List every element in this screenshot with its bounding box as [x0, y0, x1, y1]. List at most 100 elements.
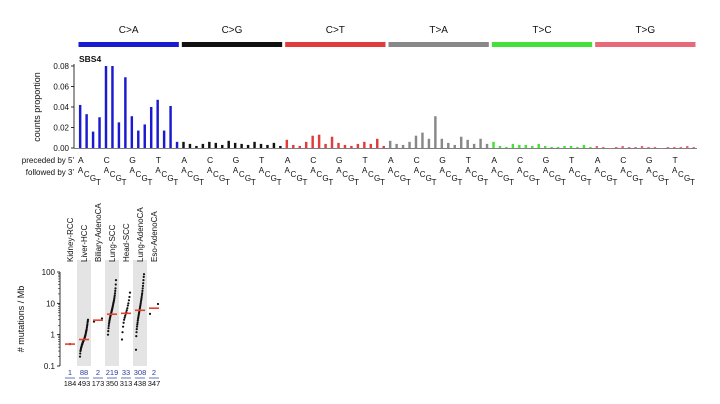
context-3prime-label: C	[239, 170, 245, 179]
sample-point	[113, 294, 116, 297]
context-3prime-label: C	[136, 170, 142, 179]
bar	[511, 143, 515, 148]
bar	[556, 146, 560, 148]
row-label-3prime: followed by 3'	[26, 168, 75, 177]
context-3prime-label: C	[368, 170, 374, 179]
sample-point	[141, 284, 145, 288]
bar	[647, 146, 650, 148]
bar	[298, 145, 301, 148]
bar	[182, 141, 185, 148]
bar	[304, 141, 308, 148]
context-3prime-label: T	[638, 178, 643, 187]
context-3prime-label: G	[297, 174, 303, 183]
sample-point	[142, 273, 146, 276]
sample-point	[135, 328, 138, 331]
bar	[253, 141, 256, 148]
bar	[85, 114, 88, 148]
context-5prime-label: A	[78, 155, 84, 165]
sample-point	[113, 297, 116, 300]
bar	[479, 138, 482, 148]
context-3prime-label: C	[471, 170, 477, 179]
cancer-type-label: Head-SCC	[122, 223, 131, 262]
context-3prime-label: A	[620, 166, 626, 175]
bar	[124, 77, 127, 148]
bar	[427, 138, 431, 148]
sample-point	[100, 317, 104, 320]
samples-total: 350	[106, 379, 119, 388]
sample-point	[79, 352, 82, 355]
context-3prime-label: T	[587, 178, 592, 187]
bar	[627, 146, 631, 148]
context-3prime-label: A	[285, 166, 291, 175]
bar	[376, 138, 379, 148]
bar	[91, 131, 95, 148]
bar	[524, 144, 528, 148]
samples-with-signature: 219	[106, 368, 119, 377]
context-5prime-label: T	[259, 155, 264, 165]
group-header-bar	[388, 42, 489, 47]
bar	[350, 145, 353, 148]
signature-panel: 0.08 0.06 0.04 0.02 0.00 counts proportion SBS…	[22, 25, 697, 187]
bar	[175, 141, 179, 148]
context-3prime-label: C	[110, 170, 116, 179]
cancer-type-label: Biliary-AdenoCA	[94, 203, 103, 262]
sample-point	[124, 314, 127, 317]
context-3prime-label: A	[595, 166, 601, 175]
bar	[227, 140, 230, 148]
bar	[453, 144, 456, 148]
context-3prime-label: T	[406, 178, 411, 187]
context-3prime-label: T	[199, 178, 204, 187]
context-3prime-label: C	[161, 170, 167, 179]
context-3prime-label: T	[354, 178, 359, 187]
context-3prime-label: C	[549, 170, 555, 179]
sample-point	[142, 282, 145, 285]
cancer-type-label: Liver-HCC	[80, 224, 89, 262]
sample-point	[121, 325, 125, 328]
y-tick-label: 100	[42, 268, 56, 277]
bar	[240, 143, 243, 148]
context-5prime-label: G	[439, 155, 446, 165]
y-tick-label: 0.1	[44, 362, 56, 371]
group-label: C>G	[222, 25, 243, 36]
sample-point	[135, 325, 139, 328]
cancer-type-label: Lung-AdenoCA	[136, 207, 145, 262]
bar	[233, 142, 237, 148]
context-5prime-label: C	[310, 155, 316, 165]
context-3prime-label: G	[452, 174, 458, 183]
context-3prime-label: A	[440, 166, 446, 175]
context-3prime-label: T	[251, 178, 256, 187]
bar	[447, 142, 450, 148]
bar	[563, 145, 566, 148]
context-3prime-label: G	[90, 174, 96, 183]
y-tick-label: 1	[51, 331, 56, 340]
bar	[382, 145, 385, 148]
bar	[692, 146, 695, 148]
context-3prime-label: A	[543, 166, 549, 175]
context-3prime-label: C	[213, 170, 219, 179]
bar	[621, 145, 624, 148]
bar	[395, 143, 398, 148]
context-5prime-label: C	[104, 155, 110, 165]
y-axis-label: # mutations / Mb	[16, 286, 26, 353]
cancer-type-label: Kidney-RCC	[66, 217, 75, 262]
context-3prime-label: G	[607, 174, 613, 183]
sample-point	[113, 292, 117, 295]
bar	[440, 138, 444, 148]
context-3prime-label: T	[225, 178, 230, 187]
column-shading	[77, 260, 91, 366]
bar	[388, 140, 392, 148]
context-5prime-label: G	[646, 155, 653, 165]
context-3prime-label: T	[96, 178, 101, 187]
bar	[272, 142, 276, 148]
bar	[214, 142, 218, 148]
sample-point	[121, 331, 124, 334]
context-3prime-label: C	[523, 170, 529, 179]
context-5prime-label: C	[620, 155, 626, 165]
sample-point	[140, 297, 143, 300]
context-5prime-label: A	[388, 155, 394, 165]
context-3prime-label: A	[362, 166, 368, 175]
context-3prime-label: C	[394, 170, 400, 179]
sample-point	[114, 287, 117, 290]
bar	[421, 132, 424, 148]
sample-point	[136, 321, 139, 324]
